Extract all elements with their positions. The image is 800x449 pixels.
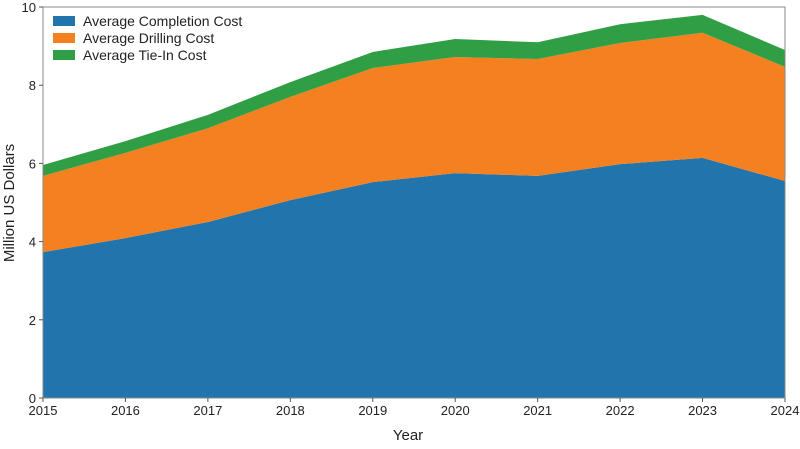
x-axis-label: Year [393,427,423,444]
legend-swatch [53,50,75,60]
y-tick-label: 6 [29,156,36,171]
legend-label: Average Completion Cost [83,13,242,29]
x-tick-label: 2023 [688,403,717,418]
plot-frame [42,6,786,399]
x-tick-label: 2018 [276,403,305,418]
y-tick-label: 10 [22,0,36,15]
legend-swatch [53,33,75,43]
x-tick-label: 2019 [358,403,387,418]
x-tick-label: 2020 [441,403,470,418]
y-tick-label: 4 [29,235,36,250]
y-tick-label: 8 [29,78,36,93]
y-tick-label: 0 [29,391,36,406]
legend-label: Average Drilling Cost [83,30,214,46]
x-tick-label: 2024 [771,403,800,418]
x-axis: 2015 2016 2017 2018 2019 2020 2021 2022 2023 2024 [29,398,800,418]
y-axis: 0 2 4 6 8 10 [22,0,43,406]
y-axis-label: Million US Dollars [1,144,18,262]
x-tick-label: 2015 [29,403,58,418]
x-tick-label: 2022 [606,403,635,418]
legend-swatch [53,16,75,26]
x-tick-label: 2016 [111,403,140,418]
y-tick-label: 2 [29,313,36,328]
area-layer [43,14,785,398]
x-tick-label: 2017 [193,403,222,418]
legend-label: Average Tie-In Cost [83,47,207,63]
x-tick-label: 2021 [523,403,552,418]
area-series-3 [43,14,785,176]
area-series-1 [43,157,785,398]
area-series-2 [43,32,785,253]
